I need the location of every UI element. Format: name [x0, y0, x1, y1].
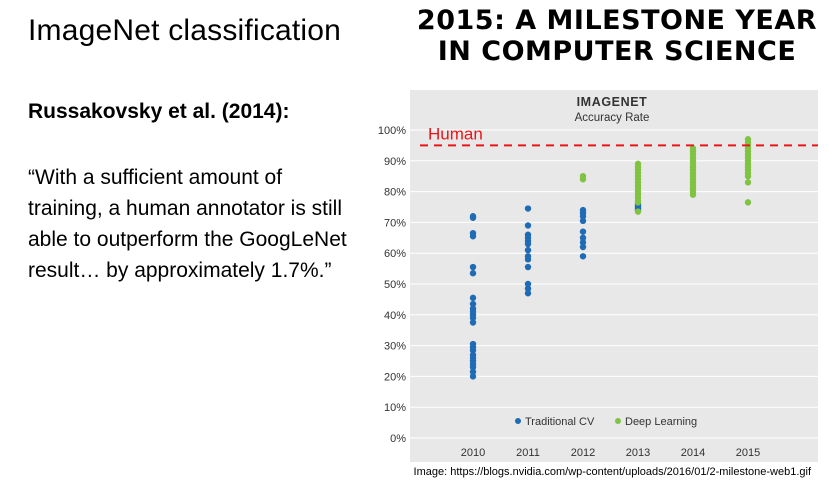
headline: 2015: A MILESTONE YEAR IN COMPUTER SCIEN…: [412, 5, 822, 67]
chart-subtitle: Accuracy Rate: [575, 112, 650, 124]
legend-marker: [615, 418, 621, 424]
y-tick-label: 100%: [378, 125, 406, 137]
y-tick-label: 20%: [384, 371, 406, 383]
data-point: [579, 253, 587, 260]
data-point: [524, 222, 532, 229]
data-point: [524, 256, 532, 263]
x-tick-label: 2010: [461, 447, 485, 459]
headline-line-2: IN COMPUTER SCIENCE: [437, 36, 797, 67]
y-tick-label: 70%: [384, 217, 406, 229]
data-point: [579, 213, 587, 220]
data-point: [469, 300, 477, 308]
data-point: [524, 240, 532, 248]
accuracy-chart: 0%10%20%30%40%50%60%70%80%90%100% 2010 20…: [378, 90, 818, 462]
legend-marker: [515, 418, 521, 424]
data-point: [579, 217, 587, 225]
slide-title: ImageNet classification: [28, 14, 342, 47]
y-tick-label: 80%: [384, 187, 406, 199]
human-reference-label: Human: [428, 124, 483, 143]
data-point: [524, 280, 532, 288]
y-tick-label: 10%: [384, 402, 406, 414]
citation: Russakovsky et al. (2014):: [28, 100, 290, 123]
data-point: [579, 234, 587, 241]
data-point: [744, 179, 752, 186]
data-point: [579, 176, 587, 183]
legend-label: Traditional CV: [525, 416, 595, 428]
data-point: [634, 208, 642, 215]
y-tick-label: 60%: [384, 248, 406, 260]
chart-title: IMAGENET: [577, 95, 648, 109]
image-credit: Image: https://blogs.nvidia.com/wp-conte…: [413, 466, 811, 478]
headline-line-1: 2015: A MILESTONE YEAR: [416, 5, 818, 36]
y-tick-label: 90%: [384, 156, 406, 168]
data-point: [469, 214, 477, 221]
y-tick-label: 50%: [384, 279, 406, 291]
legend: Traditional CV Deep Learning: [515, 416, 697, 428]
data-point: [469, 263, 477, 271]
x-tick-label: 2012: [571, 447, 595, 459]
data-point: [579, 239, 587, 246]
data-point: [469, 233, 477, 240]
data-point: [744, 173, 752, 180]
x-tick-labels: 2010 2011 2012 2013 2014 2015: [461, 447, 760, 459]
x-tick-label: 2014: [681, 447, 705, 459]
data-point: [524, 263, 532, 271]
data-point: [469, 373, 477, 380]
x-tick-label: 2015: [736, 447, 760, 459]
y-tick-label: 0%: [390, 433, 406, 445]
data-point: [469, 347, 477, 354]
data-point: [469, 314, 477, 322]
y-tick-label: 30%: [384, 341, 406, 353]
human-reference: Human: [420, 124, 818, 147]
y-tick-labels: 0% 10% 20% 30% 40% 50% 60% 70% 80% 90% 100%: [378, 125, 406, 445]
data-point: [469, 319, 477, 326]
data-points: [469, 136, 752, 380]
data-point: [469, 363, 477, 371]
data-point: [469, 294, 477, 302]
data-point: [744, 199, 752, 206]
x-tick-label: 2011: [516, 447, 540, 459]
data-point: [469, 368, 477, 375]
data-point: [469, 270, 477, 277]
data-point: [524, 285, 532, 292]
data-point: [524, 290, 532, 297]
data-point: [579, 243, 587, 251]
legend-label: Deep Learning: [625, 416, 697, 428]
data-point: [634, 199, 642, 206]
data-point: [689, 191, 697, 198]
x-tick-label: 2013: [626, 447, 650, 459]
y-tick-label: 40%: [384, 310, 406, 322]
data-point: [524, 246, 532, 254]
data-point: [579, 228, 587, 235]
quote-text: “With a sufficient amount of training, a…: [28, 166, 347, 282]
data-point: [524, 205, 532, 212]
